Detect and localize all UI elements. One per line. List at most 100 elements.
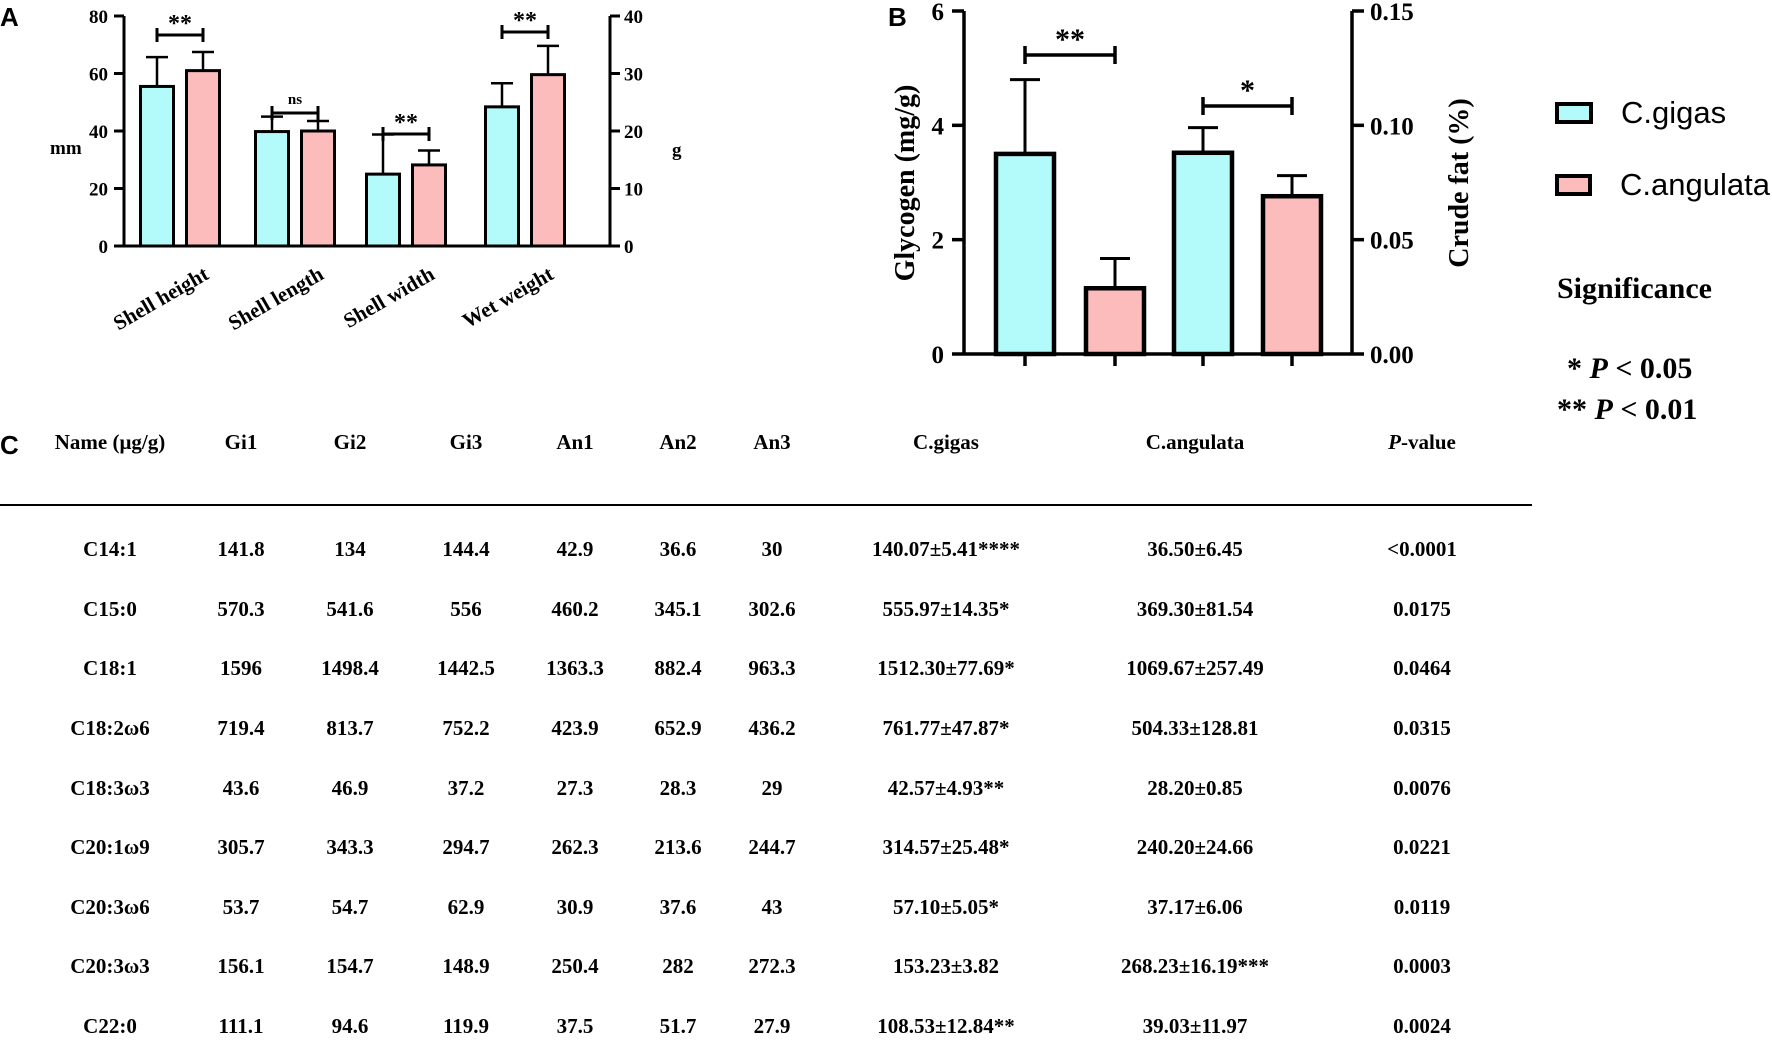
col-header-gi2: Gi2 xyxy=(292,408,408,506)
cell-an1: 250.4 xyxy=(551,954,599,979)
b-right-tick-label: 0.15 xyxy=(1370,0,1414,26)
cell-an3: 963.3 xyxy=(748,656,796,681)
col-header-an3: An3 xyxy=(730,408,814,506)
cell-an2: 51.7 xyxy=(659,1014,697,1039)
a-bar-cangulata xyxy=(185,69,221,248)
col-header-cangulata: C.angulata xyxy=(1078,408,1312,506)
a-right-tick-label: 20 xyxy=(624,122,643,143)
col-header-an2: An2 xyxy=(626,408,730,506)
sig2-stars: ** xyxy=(1557,393,1587,426)
cell-pvalue: <0.0001 xyxy=(1387,537,1457,562)
a-left-tick-label: 60 xyxy=(89,65,108,86)
a-left-tick-label: 20 xyxy=(89,180,108,201)
cell-cangulata: 28.20±0.85 xyxy=(1147,775,1243,800)
legend-item-cgigas: C.gigas xyxy=(1555,88,1770,138)
cell-gi1: 53.7 xyxy=(222,894,260,919)
table-body: C14:1 141.8 134 144.4 42.9 36.6 30 140.07±5.41*… xyxy=(0,505,1532,1056)
cell-an3: 244.7 xyxy=(748,835,796,860)
table-row: C18:3ω3 43.6 46.9 37.2 27.3 28.3 29 42.57±4.93*… xyxy=(0,758,1532,818)
a-sig-label: ** xyxy=(168,11,192,37)
b-bar-cgigas xyxy=(1171,150,1235,357)
cell-gi2: 343.3 xyxy=(326,835,374,860)
cell-gi3: 119.9 xyxy=(442,1014,490,1039)
cell-name: C14:1 xyxy=(83,537,137,562)
cell-an1: 30.9 xyxy=(556,894,594,919)
a-category-label: Wet weight xyxy=(458,262,557,333)
cell-gi2: 54.7 xyxy=(331,894,369,919)
cell-an2: 37.6 xyxy=(659,894,697,919)
cell-an3: 436.2 xyxy=(748,716,796,741)
b-right-tick-label: 0.05 xyxy=(1370,228,1414,255)
a-bar-cgigas xyxy=(484,105,520,248)
cell-cangulata: 39.03±11.97 xyxy=(1142,1014,1248,1039)
table-row: C22:0 111.1 94.6 119.9 37.5 51.7 27.9 108.53±12… xyxy=(0,997,1532,1056)
cell-cgigas: 57.10±5.05* xyxy=(892,894,1000,919)
col-header-gi1: Gi1 xyxy=(190,408,292,506)
col-header-name: Name (μg/g) xyxy=(0,408,190,506)
cell-an3: 27.9 xyxy=(753,1014,791,1039)
a-bar-cangulata xyxy=(300,129,336,248)
cell-pvalue: 0.0175 xyxy=(1393,596,1451,621)
a-right-tick-label: 0 xyxy=(624,237,634,258)
panel-label-b: B xyxy=(888,2,907,32)
cell-an1: 42.9 xyxy=(556,537,594,562)
cell-gi3: 37.2 xyxy=(447,775,485,800)
cell-name: C18:2ω6 xyxy=(70,716,150,741)
table-row: C15:0 570.3 541.6 556 460.2 345.1 302.6 555.97±… xyxy=(0,580,1532,640)
legend-item-cangulata: C.angulata xyxy=(1555,160,1770,210)
cell-gi1: 305.7 xyxy=(217,835,265,860)
cell-cangulata: 504.33±128.81 xyxy=(1131,716,1259,741)
fatty-acid-table: Name (μg/g) Gi1 Gi2 Gi3 An1 An2 An3 C.gi… xyxy=(0,408,1532,1056)
cell-cangulata: 1069.67±257.49 xyxy=(1126,656,1264,681)
b-left-tick-label: 4 xyxy=(932,113,945,140)
a-right-tick-label: 10 xyxy=(624,180,643,201)
cell-gi1: 1596 xyxy=(220,656,262,681)
cell-an2: 282 xyxy=(662,954,694,979)
sig2-rest: < 0.01 xyxy=(1612,393,1698,426)
table-row: C18:1 1596 1498.4 1442.5 1363.3 882.4 963.3 151… xyxy=(0,639,1532,699)
cell-gi3: 556 xyxy=(450,596,482,621)
col-header-an1: An1 xyxy=(524,408,626,506)
cell-an1: 27.3 xyxy=(556,775,594,800)
a-bar-cgigas xyxy=(365,172,401,248)
cell-cgigas: 153.23±3.82 xyxy=(892,954,1000,979)
cell-name: C20:3ω3 xyxy=(70,954,150,979)
cell-cgigas: 140.07±5.41**** xyxy=(871,537,1021,562)
b-ylabel-left: Glycogen (mg/g) xyxy=(890,85,921,282)
cell-gi3: 148.9 xyxy=(442,954,490,979)
b-left-tick-label: 2 xyxy=(932,228,945,255)
cell-name: C22:0 xyxy=(83,1014,137,1039)
cell-cangulata: 369.30±81.54 xyxy=(1136,596,1254,621)
cell-gi2: 1498.4 xyxy=(321,656,379,681)
legend-label-cgigas: C.gigas xyxy=(1621,95,1727,130)
a-category-label: Shell height xyxy=(109,262,212,336)
a-bar-cgigas xyxy=(254,130,290,248)
significance-line-2: ** P < 0.01 xyxy=(1557,393,1697,427)
a-category-label: Shell length xyxy=(224,261,328,335)
cell-gi1: 111.1 xyxy=(218,1014,264,1039)
a-sig-label: ** xyxy=(394,110,418,136)
cell-an3: 30 xyxy=(761,537,783,562)
cell-an3: 302.6 xyxy=(748,596,796,621)
cell-pvalue: 0.0119 xyxy=(1393,894,1451,919)
cell-pvalue: 0.0315 xyxy=(1393,716,1451,741)
a-sig-label: ns xyxy=(288,92,302,108)
a-sig-label: ** xyxy=(513,8,537,34)
table-row: C14:1 141.8 134 144.4 42.9 36.6 30 140.07±5.41*… xyxy=(0,505,1532,580)
a-bar-cangulata xyxy=(530,73,566,248)
cell-an1: 423.9 xyxy=(551,716,599,741)
cell-an2: 882.4 xyxy=(654,656,702,681)
cell-gi3: 144.4 xyxy=(442,537,490,562)
cell-cangulata: 36.50±6.45 xyxy=(1147,537,1243,562)
cell-gi1: 141.8 xyxy=(217,537,265,562)
cell-name: C20:1ω9 xyxy=(70,835,150,860)
cell-gi3: 1442.5 xyxy=(437,656,495,681)
cell-an1: 262.3 xyxy=(551,835,599,860)
cell-an2: 28.3 xyxy=(659,775,697,800)
a-left-tick-label: 80 xyxy=(89,7,108,28)
table-row: C20:1ω9 305.7 343.3 294.7 262.3 213.6 244.7 314… xyxy=(0,818,1532,878)
cell-gi3: 294.7 xyxy=(442,835,490,860)
a-right-tick-label: 40 xyxy=(624,7,643,28)
significance-title: Significance xyxy=(1557,272,1712,305)
